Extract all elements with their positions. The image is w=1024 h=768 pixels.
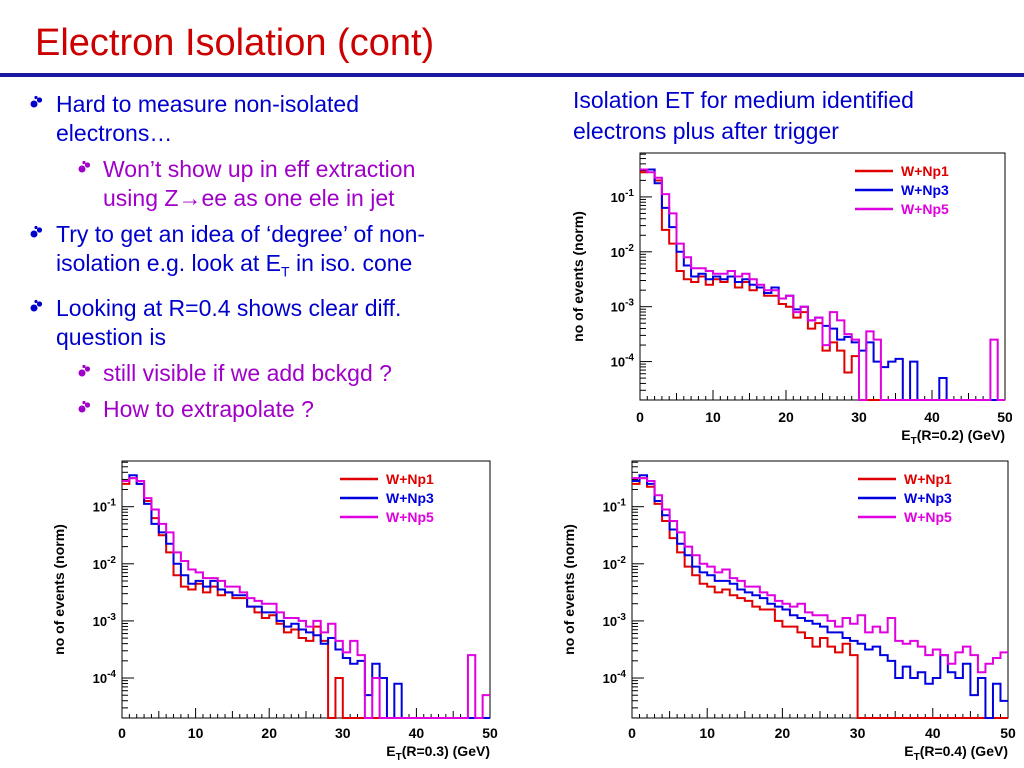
bullet-3-line-1: Looking at R=0.4 shows clear diff. — [56, 294, 402, 321]
bullet-2-line-2b: in iso. cone — [289, 250, 413, 276]
y-tick-label: 10-1 — [611, 188, 635, 205]
x-tick-label: 20 — [261, 725, 277, 741]
x-tick-label: 20 — [775, 725, 791, 741]
plot-frame — [121, 460, 491, 719]
x-tick-label: 10 — [705, 409, 721, 425]
histogram-r02: 0 10 20 30 40 50 10-1 10-2 10-3 10-4 no of events … — [572, 152, 1012, 446]
bullet-list: Hard to measure non-isolated electrons… … — [28, 90, 528, 431]
bullet-3-line-2: question is — [56, 323, 166, 350]
bullet-1a-line-2b: ee as one ele in jet — [201, 185, 395, 211]
slide-title: Electron Isolation (cont) — [35, 22, 435, 64]
bullet-1a: Won’t show up in eff extraction using Z→… — [28, 155, 528, 213]
bullet-icon — [78, 364, 91, 377]
bullet-2-line-2a: isolation e.g. look at E — [56, 250, 282, 276]
x-tick-label: 50 — [997, 409, 1012, 425]
x-tick-label: 40 — [409, 725, 425, 741]
x-tick-label: 0 — [118, 725, 126, 741]
y-tick-label: 10-3 — [611, 298, 635, 315]
legend-label: W+Np3 — [386, 490, 434, 506]
x-axis-title: ET(R=0.4) (GeV) — [904, 743, 1008, 762]
histogram-r04: 0 10 20 30 40 50 10-1 10-2 10-3 10-4 no of events … — [561, 460, 1016, 762]
legend-label: W+Np3 — [904, 490, 952, 506]
y-tick-label: 10-4 — [603, 669, 627, 686]
bullet-icon — [30, 299, 43, 312]
bullet-2-line-1: Try to get an idea of ‘degree’ of non- — [56, 221, 426, 247]
legend-label: W+Np5 — [386, 509, 434, 525]
caption-line-1: Isolation ET for medium identified — [573, 87, 914, 113]
y-tick-label: 10-1 — [603, 498, 627, 515]
legend-label: W+Np3 — [901, 182, 949, 198]
bullet-icon — [30, 225, 43, 238]
x-tick-label: 0 — [636, 409, 644, 425]
arrow-symbol: → — [178, 185, 202, 211]
bullet-1: Hard to measure non-isolated electrons… — [28, 90, 528, 148]
bullet-2: Try to get an idea of ‘degree’ of non- i… — [28, 220, 528, 287]
x-tick-label: 10 — [699, 725, 715, 741]
caption-line-2: electrons plus after trigger — [573, 118, 839, 144]
bullet-3: Looking at R=0.4 shows clear diff. quest… — [28, 294, 528, 352]
y-axis-title: no of events (norm) — [51, 524, 67, 655]
bullet-icon — [30, 95, 43, 108]
x-tick-label: 30 — [850, 725, 866, 741]
series-line-w-np5 — [632, 477, 1008, 674]
x-tick-label: 0 — [628, 725, 636, 741]
y-tick-label: 10-1 — [93, 498, 117, 515]
series-line-w-np5 — [640, 168, 1005, 401]
x-tick-label: 30 — [851, 409, 867, 425]
y-tick-label: 10-4 — [93, 669, 117, 686]
bullet-3a-text: still visible if we add bckgd ? — [103, 359, 392, 386]
bullet-1a-line-2a: using Z — [103, 185, 179, 211]
series-line-w-np3 — [122, 474, 490, 719]
plot-caption: Isolation ET for medium identified elect… — [573, 85, 1013, 147]
bullet-1a-line-1: Won’t show up in eff extraction — [103, 156, 416, 182]
bullet-3b-text: How to extrapolate ? — [103, 395, 314, 422]
y-tick-label: 10-2 — [93, 555, 117, 572]
y-tick-label: 10-3 — [93, 612, 117, 629]
y-axis-title: no of events (norm) — [561, 524, 577, 655]
x-axis-title: ET(R=0.3) (GeV) — [386, 743, 490, 762]
subscript-t: T — [281, 263, 290, 280]
y-tick-label: 10-3 — [603, 612, 627, 629]
x-tick-label: 40 — [924, 409, 940, 425]
bullet-3b: How to extrapolate ? — [28, 395, 528, 424]
bullet-icon — [78, 400, 91, 413]
bullet-1-line-1: Hard to measure non-isolated — [56, 91, 359, 117]
bullet-1-line-2: electrons… — [56, 120, 173, 146]
x-tick-label: 50 — [1000, 725, 1016, 741]
legend-label: W+Np5 — [904, 509, 952, 525]
x-tick-label: 40 — [925, 725, 941, 741]
title-divider — [0, 73, 1024, 77]
x-tick-label: 10 — [188, 725, 204, 741]
legend-label: W+Np1 — [386, 471, 434, 487]
x-axis-title: ET(R=0.2) (GeV) — [901, 427, 1005, 446]
histogram-r03: 0 10 20 30 40 50 10-1 10-2 10-3 10-4 no of events … — [51, 460, 498, 762]
y-axis-title: no of events (norm) — [572, 211, 586, 342]
x-tick-label: 30 — [335, 725, 351, 741]
bullet-icon — [78, 160, 91, 173]
bullet-3a: still visible if we add bckgd ? — [28, 359, 528, 388]
x-tick-label: 20 — [778, 409, 794, 425]
x-tick-label: 50 — [482, 725, 498, 741]
series-line-w-np5 — [122, 477, 490, 719]
y-tick-label: 10-2 — [603, 555, 627, 572]
plot-frame — [631, 460, 1009, 719]
legend-label: W+Np1 — [901, 163, 949, 179]
legend-label: W+Np1 — [904, 471, 952, 487]
legend-label: W+Np5 — [901, 201, 949, 217]
y-tick-label: 10-4 — [611, 353, 635, 370]
y-tick-label: 10-2 — [611, 243, 635, 260]
